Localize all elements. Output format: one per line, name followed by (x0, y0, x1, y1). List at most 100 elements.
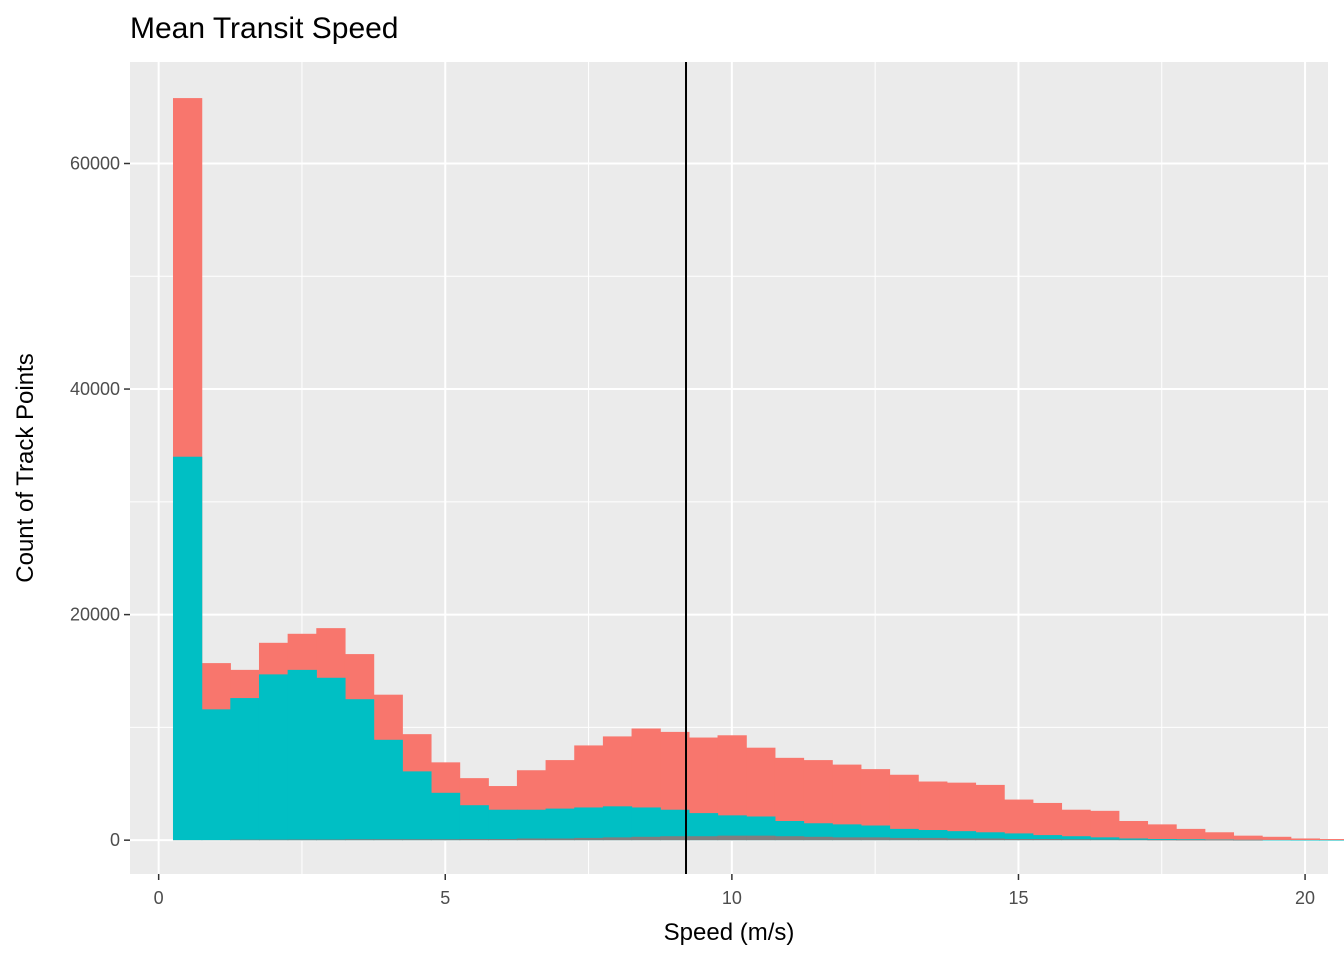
total-bar (975, 784, 1005, 841)
teal-bar (430, 792, 461, 841)
total-bar (1290, 838, 1321, 841)
teal-bar (975, 832, 1005, 841)
gray-bar (774, 836, 805, 841)
gray-bar (545, 838, 575, 841)
total-bar (1032, 802, 1063, 841)
gray-bar (230, 839, 260, 841)
chart-title: Mean Transit Speed (130, 12, 399, 45)
total-bar (1061, 809, 1091, 841)
gray-bar (1233, 840, 1263, 841)
teal-bar (1204, 839, 1235, 841)
total-bar (1176, 828, 1206, 841)
teal-bar (746, 816, 776, 841)
gray-bar (717, 835, 747, 841)
gray-bar (860, 837, 891, 841)
gray-bar (889, 837, 919, 841)
teal-bar (1262, 839, 1292, 841)
teal-bar (230, 698, 260, 841)
gray-bar (344, 839, 375, 841)
teal-bar (316, 677, 346, 841)
total-bar (946, 782, 977, 841)
minor-gridlines (130, 62, 1328, 874)
gray-bar (746, 835, 776, 841)
teal-bar (373, 739, 403, 841)
gray-bar (430, 839, 461, 841)
teal-bar (860, 825, 891, 841)
total-bar (1262, 836, 1292, 841)
gray-bar (258, 839, 289, 841)
teal-bar (1032, 835, 1063, 841)
teal-bar (1176, 839, 1206, 841)
teal-bar (201, 709, 231, 841)
teal-bar (918, 830, 948, 841)
gray-bar (660, 836, 690, 841)
teal-bar (1147, 839, 1177, 841)
teal-bar (545, 808, 575, 841)
gray-bar (1061, 839, 1091, 841)
teal-bar (1319, 840, 1344, 841)
y-axis-title: Count of Track Points (12, 353, 39, 582)
teal-bar (803, 823, 833, 841)
teal-bar (946, 831, 977, 841)
gray-bar (1147, 839, 1177, 841)
teal-bar (602, 806, 633, 841)
teal-bar (258, 674, 289, 841)
x-tick-label: 5 (440, 888, 450, 908)
gray-bar (516, 838, 547, 841)
gray-bar (1176, 840, 1206, 841)
gray-bar (946, 838, 977, 841)
teal-bar (631, 807, 661, 841)
y-tick-label: 60000 (70, 154, 120, 174)
gray-bar (803, 836, 833, 841)
gray-bar (602, 837, 633, 841)
histogram-bars (172, 98, 1344, 841)
teal-bar (1004, 833, 1034, 841)
total-bar (1090, 810, 1120, 841)
teal-bar (1090, 837, 1120, 841)
teal-bar (516, 809, 547, 841)
teal-bar (574, 807, 604, 841)
teal-bar (889, 828, 919, 841)
gray-bar (1004, 839, 1034, 841)
teal-bar (344, 699, 375, 841)
y-tick-label: 40000 (70, 379, 120, 399)
teal-bar (660, 809, 690, 841)
gray-bar (402, 839, 432, 841)
gray-bar (832, 837, 862, 841)
x-axis-title: Speed (m/s) (664, 919, 795, 946)
teal-bar (774, 820, 805, 841)
gray-bar (488, 839, 518, 841)
total-bar (1319, 839, 1344, 841)
gray-bar (688, 836, 719, 841)
teal-bar (287, 669, 317, 841)
total-bar (1004, 799, 1034, 841)
gray-bar (631, 836, 661, 841)
total-bar (1204, 832, 1235, 841)
teal-bar (172, 456, 203, 841)
gray-bar (918, 837, 948, 841)
gray-bar (287, 839, 317, 841)
gray-bar (373, 839, 403, 841)
total-bar (1118, 820, 1149, 841)
gray-bar (1032, 839, 1063, 841)
teal-bar (488, 809, 518, 841)
x-tick-label: 0 (154, 888, 164, 908)
x-axis: 0 5 10 15 20 (154, 874, 1315, 908)
teal-bar (1118, 838, 1149, 841)
total-bar (1233, 835, 1263, 841)
teal-bar (1061, 836, 1091, 841)
gray-bar (459, 839, 489, 841)
teal-bar (459, 805, 489, 841)
x-tick-label: 10 (722, 888, 742, 908)
y-tick-label: 0 (110, 830, 120, 850)
teal-bar (688, 813, 719, 841)
gray-bar (1204, 840, 1235, 841)
y-axis: 0 20000 40000 60000 (70, 154, 130, 850)
x-tick-label: 20 (1295, 888, 1315, 908)
y-tick-label: 20000 (70, 605, 120, 625)
gray-bar (1118, 839, 1149, 841)
gray-bar (975, 838, 1005, 841)
x-tick-label: 15 (1008, 888, 1028, 908)
teal-bar (402, 771, 432, 841)
